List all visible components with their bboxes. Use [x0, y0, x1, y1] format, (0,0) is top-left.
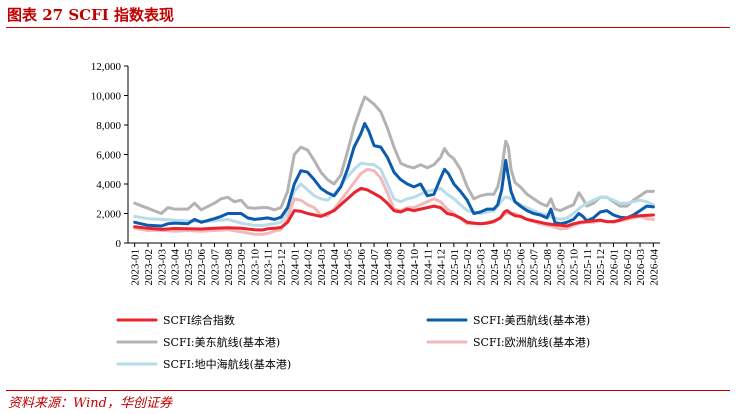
source-divider [6, 390, 730, 391]
legend: SCFI综合指数 SCFI:美西航线(基本港) SCFI:美东航线(基本港) SCFI… [116, 313, 590, 371]
x-tick-label: 2024-04 [329, 249, 341, 286]
x-tick-label: 2024-03 [316, 249, 328, 286]
x-tick-label: 2023-07 [209, 249, 221, 286]
x-tick-label: 2026-01 [608, 249, 620, 286]
series-line [133, 95, 655, 215]
y-tick-label: 2,000 [96, 209, 121, 221]
x-tick-label: 2025-04 [489, 249, 501, 286]
x-tick-label: 2024-10 [409, 249, 421, 286]
y-tick-label: 6,000 [96, 150, 121, 162]
series-line [133, 186, 655, 232]
x-tick-label: 2026-02 [622, 249, 634, 286]
y-tick-label: 10,000 [91, 91, 122, 103]
x-tick-label: 2023-04 [170, 249, 182, 286]
x-tick-label: 2025-08 [542, 249, 554, 286]
x-tick-label: 2024-12 [436, 249, 448, 286]
x-tick-label: 2026-04 [648, 249, 660, 286]
x-tick-label: 2023-05 [183, 249, 195, 286]
legend-label: SCFI综合指数 [163, 313, 235, 327]
series-line [133, 161, 655, 228]
legend-label: SCFI:美东航线(基本港) [163, 335, 280, 349]
x-tick-label: 2024-11 [422, 249, 434, 285]
x-tick-label: 2023-12 [276, 249, 288, 286]
x-tick-label: 2024-05 [342, 249, 354, 286]
x-tick-label: 2024-06 [356, 249, 368, 286]
x-tick-label: 2024-07 [369, 249, 381, 286]
x-tick-label: 2025-07 [529, 249, 541, 286]
x-tick-label: 2025-03 [475, 249, 487, 286]
source-note: 资料来源：Wind，华创证券 [8, 396, 172, 411]
x-tick-label: 2025-09 [555, 249, 567, 286]
x-tick-label: 2024-09 [396, 249, 408, 286]
title-divider [6, 27, 730, 28]
x-axis: 2023-01 2023-02 2023-03 2023-04 2023-05 2023-… [128, 242, 660, 286]
y-tick-label: 4,000 [96, 179, 121, 191]
legend-label: SCFI:欧洲航线(基本港) [473, 335, 590, 349]
x-tick-label: 2023-08 [223, 249, 235, 286]
y-tick-label: 0 [116, 238, 122, 250]
legend-label: SCFI:地中海航线(基本港) [163, 357, 291, 371]
x-tick-label: 2024-02 [303, 249, 315, 286]
x-tick-label: 2025-06 [515, 249, 527, 286]
figure-title: 图表 27 SCFI 指数表现 [7, 6, 174, 24]
legend-label: SCFI:美西航线(基本港) [473, 313, 590, 327]
plot-area [133, 95, 655, 236]
x-tick-label: 2023-09 [236, 249, 248, 286]
y-tick-label: 12,000 [91, 61, 122, 73]
x-tick-label: 2025-02 [462, 249, 474, 286]
series-line [133, 122, 655, 228]
x-tick-label: 2023-06 [196, 249, 208, 286]
x-tick-label: 2024-01 [289, 249, 301, 286]
y-axis: 0 2,000 4,000 6,000 8,000 10,000 12,000 [91, 61, 129, 250]
x-tick-label: 2025-01 [449, 249, 461, 286]
x-tick-label: 2023-11 [263, 249, 275, 285]
x-tick-label: 2025-10 [569, 249, 581, 286]
x-tick-label: 2023-10 [249, 249, 261, 286]
x-tick-label: 2024-08 [382, 249, 394, 286]
x-tick-label: 2025-11 [582, 249, 594, 285]
y-tick-label: 8,000 [96, 120, 121, 132]
x-tick-label: 2025-12 [595, 249, 607, 286]
x-tick-label: 2023-01 [130, 249, 142, 286]
x-tick-label: 2025-05 [502, 249, 514, 286]
x-tick-label: 2023-02 [143, 249, 155, 286]
x-tick-label: 2026-03 [635, 249, 647, 286]
x-tick-label: 2023-03 [156, 249, 168, 286]
